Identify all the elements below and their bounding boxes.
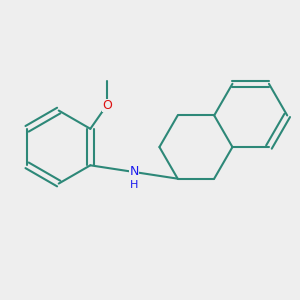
Text: O: O [103,99,112,112]
Text: H: H [130,180,138,190]
Text: N: N [129,166,139,178]
